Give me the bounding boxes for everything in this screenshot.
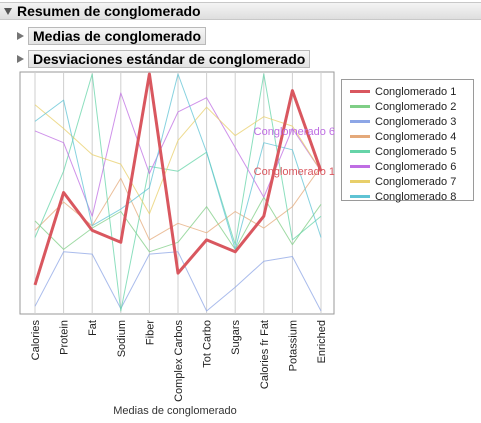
x-tick-label: Fat: [87, 320, 99, 336]
series-line: [34, 196, 322, 253]
legend-swatch: [350, 135, 370, 138]
legend-label: Conglomerado 6: [375, 160, 457, 173]
x-tick-label: Enriched: [316, 320, 328, 363]
x-axis-title: Medias de conglomerado: [113, 405, 237, 417]
x-tick-label: Calories: [30, 320, 42, 361]
x-tick-label: Sugars: [230, 320, 242, 355]
legend-item[interactable]: Conglomerado 5: [350, 144, 456, 159]
legend-item[interactable]: Conglomerado 4: [350, 129, 456, 144]
legend-item[interactable]: Conglomerado 7: [350, 174, 456, 189]
legend-item[interactable]: Conglomerado 2: [350, 99, 456, 114]
legend-swatch: [350, 90, 370, 93]
series-label: Conglomerado 1: [254, 166, 335, 178]
x-tick-label: Protein: [59, 320, 71, 355]
cluster-summary-header[interactable]: Resumen de conglomerado: [0, 2, 481, 20]
legend: Conglomerado 1 Conglomerado 2 Conglomerado…: [341, 79, 474, 204]
x-tick-label: Sodium: [116, 320, 128, 357]
legend-item[interactable]: Conglomerado 6: [350, 159, 456, 174]
legend-label: Conglomerado 7: [375, 175, 457, 188]
legend-label: Conglomerado 3: [375, 115, 457, 128]
legend-swatch: [350, 150, 370, 153]
cluster-means-header[interactable]: Medias de conglomerado: [12, 26, 207, 45]
cluster-stddev-header[interactable]: Desviaciones estándar de conglomerado: [12, 49, 311, 68]
x-tick-label: Potassium: [287, 320, 299, 371]
legend-item[interactable]: Conglomerado 8: [350, 189, 456, 204]
x-tick-label: Tot Carbo: [202, 320, 214, 368]
x-tick-label: Complex Carbos: [173, 320, 185, 402]
legend-item[interactable]: Conglomerado 1: [350, 84, 456, 99]
legend-swatch: [350, 105, 370, 108]
legend-label: Conglomerado 1: [375, 85, 457, 98]
x-tick-label: Calories fr Fat: [259, 320, 271, 389]
legend-swatch: [350, 120, 370, 123]
cluster-stddev-title: Desviaciones estándar de conglomerado: [33, 50, 306, 67]
cluster-summary-title: Resumen de conglomerado: [17, 3, 201, 19]
disclosure-closed-icon[interactable]: [17, 31, 24, 40]
cluster-means-title: Medias de conglomerado: [33, 27, 202, 44]
series-label: Conglomerado 6: [254, 126, 335, 138]
legend-swatch: [350, 165, 370, 168]
legend-swatch: [350, 180, 370, 183]
x-tick-label: Fiber: [144, 320, 156, 345]
disclosure-closed-icon[interactable]: [17, 54, 24, 63]
legend-label: Conglomerado 4: [375, 130, 457, 143]
series-line: [34, 251, 322, 312]
legend-swatch: [350, 195, 370, 198]
series-line: [34, 104, 322, 215]
disclosure-open-icon[interactable]: [4, 7, 12, 15]
legend-label: Conglomerado 8: [375, 190, 457, 203]
legend-label: Conglomerado 5: [375, 145, 457, 158]
series-line: [34, 73, 322, 312]
series-line: [33, 72, 323, 286]
series-line: [34, 73, 322, 250]
legend-item[interactable]: Conglomerado 3: [350, 114, 456, 129]
legend-label: Conglomerado 2: [375, 100, 457, 113]
